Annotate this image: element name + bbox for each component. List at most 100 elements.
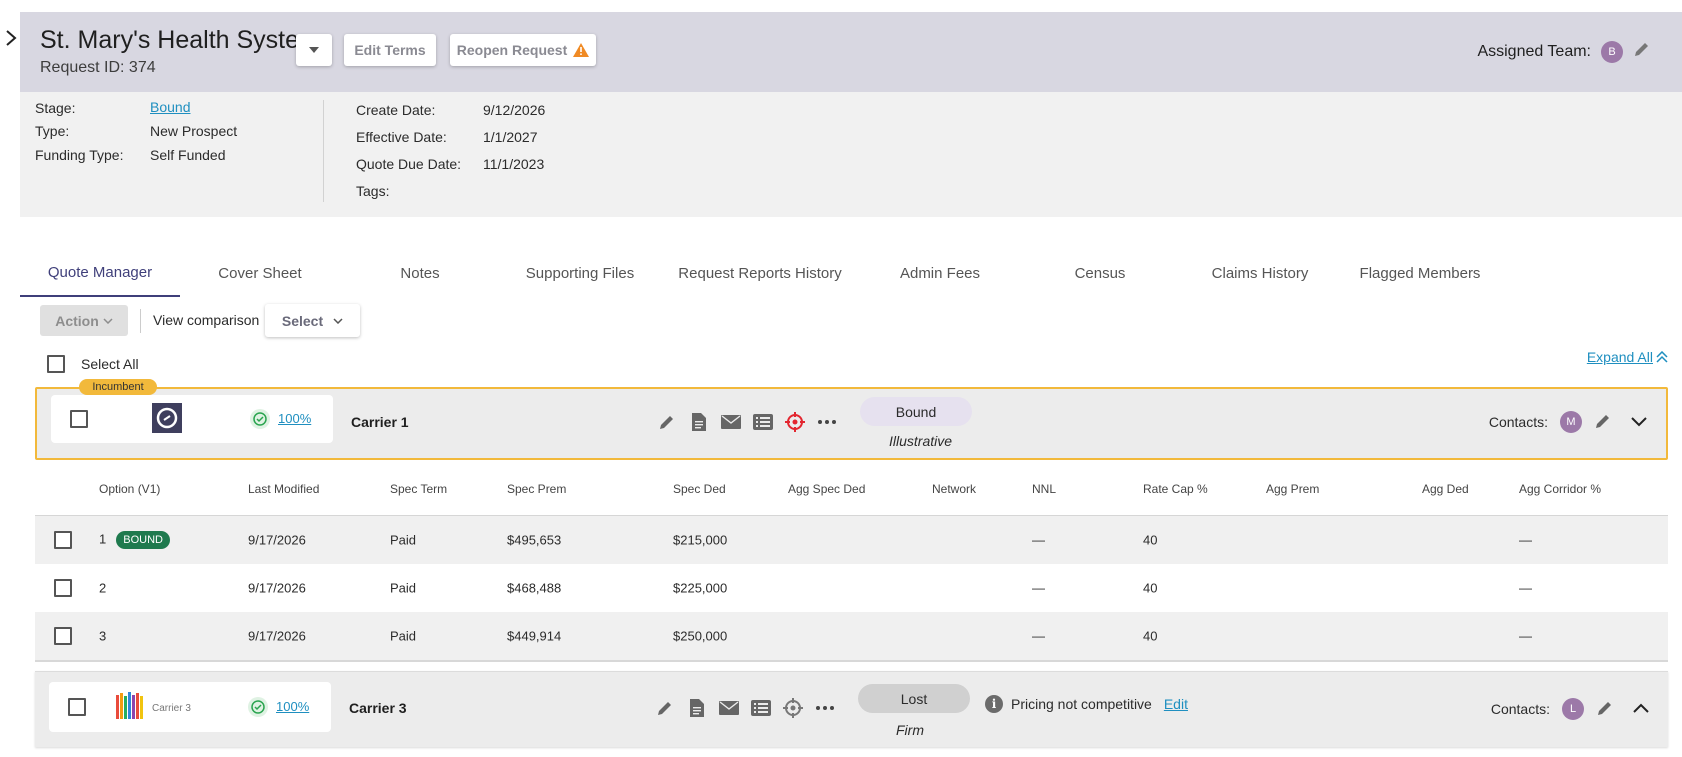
spec-ded-cell: $215,000 [673, 532, 728, 548]
table-bottom-border [35, 660, 1668, 662]
carrier-card: 100% Carrier 1 Bound Illustrative Contac… [35, 387, 1668, 460]
last-modified-cell: 9/17/2026 [248, 628, 306, 644]
tab-quote-manager[interactable]: Quote Manager [20, 250, 180, 297]
column-header[interactable]: Rate Cap % [1143, 481, 1208, 496]
column-header[interactable]: Network [932, 481, 977, 496]
pencil-icon[interactable] [1596, 699, 1614, 720]
agg-corridor-cell: — [1519, 532, 1532, 548]
chevron-up-icon[interactable] [1632, 701, 1650, 717]
info-divider [323, 100, 324, 202]
column-header[interactable]: Agg Ded [1422, 481, 1469, 496]
assigned-team: Assigned Team: B [1477, 40, 1651, 63]
tab-cover-sheet[interactable]: Cover Sheet [218, 265, 302, 282]
quote-type-label: Illustrative [889, 433, 953, 449]
pencil-icon[interactable] [1633, 40, 1651, 63]
tab-notes[interactable]: Notes [400, 265, 440, 282]
request-header: St. Mary's Health System Request ID: 374… [20, 12, 1682, 92]
tab-bar: Quote Manager Cover Sheet Notes Supporti… [20, 250, 1682, 298]
rate-cap-cell: 40 [1143, 532, 1158, 548]
column-header[interactable]: Last Modified [248, 481, 320, 496]
funding-type-label: Funding Type: [35, 147, 124, 163]
action-dropdown-button[interactable]: Action [40, 305, 128, 336]
list-icon[interactable] [751, 698, 771, 718]
comparison-select[interactable]: Select [265, 304, 360, 337]
row-checkbox[interactable] [54, 627, 72, 645]
document-icon[interactable] [689, 412, 709, 432]
warning-icon [573, 43, 590, 57]
more-icon[interactable] [817, 412, 837, 432]
expand-all-link[interactable]: Expand All [1587, 349, 1668, 365]
avatar[interactable]: B [1601, 40, 1623, 63]
table-row[interactable]: 1 BOUND 9/17/2026 Paid $495,653 $215,000 … [35, 516, 1668, 564]
spec-prem-cell: $495,653 [507, 532, 562, 548]
request-info-panel: Stage: Bound Type: New Prospect Funding … [20, 92, 1682, 217]
sidebar-expand-icon[interactable] [2, 24, 20, 52]
nnl-cell: — [1032, 628, 1045, 644]
mail-icon[interactable] [719, 698, 739, 718]
more-icon[interactable] [815, 698, 835, 718]
double-chevron-up-icon [1656, 351, 1668, 363]
stage-link[interactable]: Bound [150, 99, 191, 115]
type-value: New Prospect [150, 123, 238, 139]
edit-terms-button[interactable]: Edit Terms [344, 34, 436, 66]
target-icon[interactable] [783, 698, 803, 718]
row-checkbox[interactable] [54, 531, 72, 549]
column-header[interactable]: Spec Prem [507, 481, 567, 496]
tags-label: Tags: [356, 183, 390, 199]
select-all: Select All [47, 355, 139, 373]
check-circle-icon [250, 409, 270, 429]
striped-logo-icon [116, 692, 143, 719]
chevron-down-icon[interactable] [1630, 414, 1648, 430]
avatar[interactable]: M [1560, 411, 1582, 433]
table-row[interactable]: 3 9/17/2026 Paid $449,914 $250,000 — 40 … [35, 612, 1668, 660]
carrier-contacts: Contacts: L [1491, 698, 1650, 720]
column-header[interactable]: Agg Corridor % [1519, 481, 1602, 496]
list-icon[interactable] [753, 412, 773, 432]
column-header[interactable]: Option (V1) [99, 481, 161, 496]
view-comparison-label: View comparison [153, 312, 260, 328]
link-logo-icon [156, 407, 178, 429]
select-all-checkbox[interactable] [47, 355, 65, 373]
option-number: 2 [99, 580, 107, 596]
reopen-request-button[interactable]: Reopen Request [450, 34, 596, 66]
tab-flagged-members[interactable]: Flagged Members [1359, 265, 1481, 282]
option-number: 1 [99, 531, 107, 547]
document-icon[interactable] [687, 698, 707, 718]
rate-cap-cell: 40 [1143, 580, 1158, 596]
tab-supporting-files[interactable]: Supporting Files [525, 265, 635, 282]
column-header[interactable]: Spec Term [390, 481, 448, 496]
reopen-request-label: Reopen Request [456, 42, 568, 58]
carrier-contacts: Contacts: M [1489, 411, 1648, 433]
column-header[interactable]: Spec Ded [673, 481, 726, 496]
mail-icon[interactable] [721, 412, 741, 432]
column-header[interactable]: Agg Spec Ded [788, 481, 866, 496]
assigned-team-label: Assigned Team: [1477, 42, 1591, 60]
column-header[interactable]: Agg Prem [1266, 481, 1320, 496]
carrier-logo [115, 691, 145, 721]
percent-link[interactable]: 100% [278, 411, 312, 426]
tab-claims-history[interactable]: Claims History [1211, 265, 1309, 282]
avatar[interactable]: L [1562, 698, 1584, 720]
more-dropdown-button[interactable] [296, 34, 332, 66]
target-icon[interactable] [785, 412, 805, 432]
tab-request-reports-history[interactable]: Request Reports History [678, 265, 842, 282]
carrier-checkbox[interactable] [68, 698, 86, 716]
action-label: Action [55, 312, 99, 329]
pencil-icon[interactable] [655, 698, 675, 718]
table-row[interactable]: 2 9/17/2026 Paid $468,488 $225,000 — 40 … [35, 564, 1668, 612]
tab-census[interactable]: Census [1074, 265, 1126, 282]
row-checkbox[interactable] [54, 579, 72, 597]
pencil-icon[interactable] [657, 412, 677, 432]
lost-reason-text: Pricing not competitive [1011, 696, 1152, 712]
pencil-icon[interactable] [1594, 412, 1612, 433]
edit-reason-link[interactable]: Edit [1163, 696, 1188, 712]
percent-link[interactable]: 100% [276, 699, 310, 714]
lost-reason: i Pricing not competitive Edit [985, 695, 1188, 713]
edit-terms-label: Edit Terms [354, 42, 426, 58]
carrier-actions [655, 698, 835, 718]
spec-prem-cell: $449,914 [507, 628, 562, 644]
column-header[interactable]: NNL [1032, 481, 1057, 496]
last-modified-cell: 9/17/2026 [248, 580, 306, 596]
tab-admin-fees[interactable]: Admin Fees [899, 265, 981, 282]
carrier-checkbox[interactable] [70, 410, 88, 428]
